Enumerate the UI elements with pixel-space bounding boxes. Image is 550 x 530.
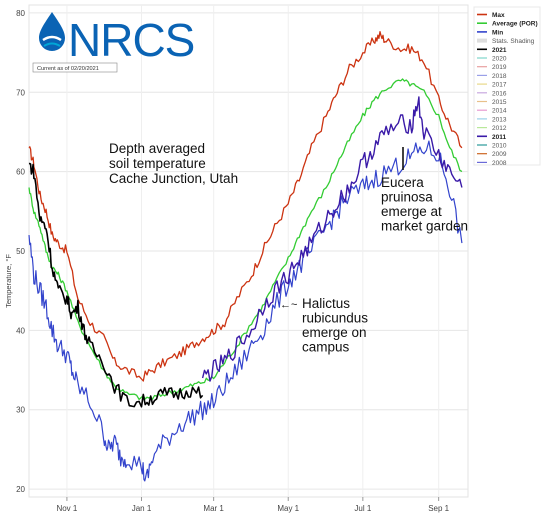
series-line-min (28, 140, 463, 482)
series-lines (28, 31, 463, 482)
series-line-2011 (201, 96, 463, 382)
halictus-note-line: campus (302, 340, 350, 355)
legend-label: 2011 (492, 134, 506, 141)
current-as-of-caption: Current as of 02/20/2021 (37, 66, 99, 72)
legend-entry: Stats. Shading (477, 38, 535, 45)
legend-entry: Max (477, 12, 505, 19)
water-wave-icon (42, 35, 62, 42)
legend-label: 2010 (492, 143, 507, 150)
legend-label: 2019 (492, 64, 507, 71)
gridlines (29, 5, 468, 497)
y-tick-label: 30 (16, 406, 25, 415)
water-drop-icon (39, 12, 65, 51)
series-line-2021 (28, 162, 204, 408)
legend-entry: 2013 (477, 116, 507, 123)
series-line-average-por (28, 78, 463, 401)
legend-label: Stats. Shading (492, 38, 535, 45)
x-tick-label: Sep 1 (428, 504, 449, 513)
eucera-note-line: Eucera (381, 175, 424, 190)
halictus-arrow-icon: ←~ (280, 299, 297, 311)
series-line-max (28, 31, 463, 382)
y-tick-label: 40 (16, 326, 25, 335)
water-wave-icon (43, 42, 61, 47)
legend-label: Average (POR) (492, 21, 538, 28)
logo-text: NRCS (68, 14, 194, 66)
legend-entry: 2017 (477, 82, 507, 89)
legend-label: 2013 (492, 116, 507, 123)
y-tick-label: 70 (16, 88, 25, 97)
legend-label: 2018 (492, 73, 507, 80)
y-tick-label: 50 (16, 247, 25, 256)
legend-label: 2017 (492, 82, 507, 89)
halictus-note-line: Halictus (302, 296, 350, 311)
legend-entry: 2020 (477, 56, 507, 63)
legend-entry: 2012 (477, 125, 507, 132)
legend-box (473, 6, 541, 166)
legend-entry: 2008 (477, 160, 507, 167)
depth-averaged-note-line: Depth averaged (109, 141, 205, 156)
legend-label: 2009 (492, 151, 507, 158)
x-tick-label: Jul 1 (354, 504, 371, 513)
legend-label: 2008 (492, 160, 507, 167)
y-tick-label: 80 (16, 9, 25, 18)
legend-label: Min (492, 29, 503, 36)
legend-entry: 2014 (477, 108, 507, 115)
x-tick-label: Nov 1 (56, 504, 77, 513)
eucera-note-line: emerge at (381, 204, 442, 219)
legend-entry: 2019 (477, 64, 507, 71)
x-tick-label: Jan 1 (132, 504, 152, 513)
legend-entry: Min (477, 29, 503, 36)
y-tick-label: 60 (16, 168, 25, 177)
legend-entry: 2011 (477, 134, 506, 141)
caption-box (32, 62, 118, 73)
eucera-note-line: market garden (381, 219, 468, 234)
legend-swatch (477, 38, 487, 43)
legend: Max Average (POR)Min Stats. Shading 2021 202… (473, 6, 541, 167)
y-tick-label: 20 (16, 485, 25, 494)
halictus-note-line: rubicundus (302, 311, 368, 326)
legend-label: 2012 (492, 125, 507, 132)
legend-label: 2014 (492, 108, 507, 115)
legend-entry: 2021 (477, 47, 507, 54)
y-axis-label: Temperature, °F (4, 254, 13, 308)
legend-entry: 2015 (477, 99, 507, 106)
legend-entry: 2018 (477, 73, 507, 80)
depth-averaged-note-line: soil temperature (109, 156, 206, 171)
depth-averaged-note-line: Cache Junction, Utah (109, 171, 238, 186)
legend-label: 2016 (492, 90, 507, 97)
legend-entry: 2016 (477, 90, 507, 97)
legend-label: 2020 (492, 56, 507, 63)
legend-label: 2021 (492, 47, 507, 54)
legend-label: Max (492, 12, 505, 19)
x-tick-label: Mar 1 (203, 504, 224, 513)
legend-entry: Average (POR) (477, 21, 538, 28)
legend-entry: 2010 (477, 143, 507, 150)
eucera-note-line: pruinosa (381, 190, 433, 205)
x-tick-label: May 1 (277, 504, 299, 513)
legend-label: 2015 (492, 99, 507, 106)
legend-entry: 2009 (477, 151, 507, 158)
halictus-note-line: emerge on (302, 325, 367, 340)
